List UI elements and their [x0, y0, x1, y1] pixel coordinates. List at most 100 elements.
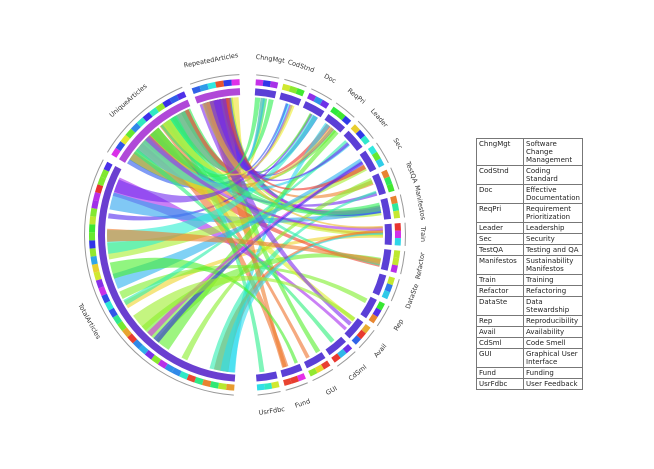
- full-name: Code Smell: [523, 337, 583, 349]
- outer-ring: [104, 300, 114, 311]
- sector-label: UsrFdbc: [258, 405, 286, 417]
- outer-ring: [148, 107, 159, 117]
- outer-ring: [231, 79, 240, 86]
- outer-ring-frame: [400, 251, 406, 275]
- outer-ring: [93, 271, 102, 281]
- outer-ring: [394, 237, 401, 246]
- chord: [129, 113, 312, 189]
- full-name: Requirement Prioritization: [523, 203, 583, 223]
- table-row: Sec Security: [476, 233, 583, 245]
- chord: [109, 257, 298, 364]
- outer-ring: [296, 373, 306, 382]
- outer-ring: [122, 327, 132, 338]
- table-row: Manifestos Sustainability Manifestos: [476, 255, 583, 275]
- outer-ring: [115, 141, 126, 152]
- outer-ring: [269, 81, 279, 89]
- inner-ring: [384, 223, 392, 245]
- outer-ring-frame: [285, 382, 308, 391]
- outer-ring: [95, 278, 105, 289]
- outer-ring: [331, 353, 341, 363]
- outer-ring: [191, 85, 202, 95]
- chord: [113, 104, 293, 203]
- table-row: UsrFdbc User Feedback: [476, 378, 583, 390]
- abbreviation: Avail: [476, 326, 524, 338]
- inner-ring: [98, 165, 236, 382]
- chord: [109, 192, 382, 224]
- outer-ring-frame: [390, 167, 400, 190]
- inner-ring: [359, 150, 377, 173]
- outer-ring: [207, 81, 217, 90]
- full-name: Coding Standard: [523, 165, 583, 185]
- outer-ring-frame: [312, 368, 334, 382]
- outer-ring: [186, 374, 197, 383]
- outer-ring: [391, 203, 400, 212]
- sector-label: ReqPri: [346, 87, 367, 106]
- chord: [150, 97, 261, 178]
- outer-ring: [90, 207, 98, 217]
- abbreviation: CodStnd: [476, 165, 524, 185]
- outer-ring: [281, 83, 291, 92]
- sector-label: CdSml: [347, 363, 368, 383]
- outer-ring: [91, 263, 100, 273]
- outer-ring: [393, 210, 401, 219]
- sector-label: Avail: [372, 342, 388, 359]
- full-name: Training: [523, 274, 583, 286]
- outer-ring: [127, 333, 138, 344]
- abbreviation: UsrFdbc: [476, 378, 524, 390]
- abbreviation: Rep: [476, 315, 524, 327]
- outer-ring: [100, 169, 110, 179]
- inner-ring: [280, 363, 303, 378]
- full-name: Data Stewardship: [523, 296, 583, 316]
- outer-ring: [89, 232, 96, 241]
- outer-ring: [390, 195, 398, 205]
- outer-ring: [89, 240, 96, 249]
- outer-ring: [130, 122, 141, 133]
- outer-ring: [283, 378, 292, 386]
- table-row: Train Training: [476, 274, 583, 286]
- outer-ring: [271, 381, 280, 389]
- full-name: Security: [523, 233, 583, 245]
- table-row: Doc Effective Documentation: [476, 184, 583, 204]
- outer-ring-frame: [399, 194, 406, 218]
- inner-ring: [372, 173, 386, 196]
- full-name: Effective Documentation: [523, 184, 583, 204]
- abbreviation: Train: [476, 274, 524, 286]
- outer-ring: [199, 83, 209, 92]
- outer-ring: [202, 379, 212, 388]
- outer-ring: [101, 293, 111, 304]
- outer-ring: [394, 223, 401, 231]
- outer-ring: [120, 134, 131, 145]
- outer-ring-frame: [376, 305, 390, 327]
- outer-ring: [320, 360, 331, 370]
- table-row: Refactor Refactoring: [476, 285, 583, 297]
- full-name: Sustainability Manifestos: [523, 255, 583, 275]
- outer-ring: [371, 151, 381, 162]
- inner-ring: [279, 92, 302, 106]
- outer-ring: [89, 248, 97, 257]
- outer-ring: [108, 307, 118, 318]
- inner-ring: [254, 88, 277, 99]
- abbreviation: Fund: [476, 367, 524, 379]
- abbreviation: ReqPri: [476, 203, 524, 223]
- sector-label: TestQA: [404, 159, 420, 184]
- outer-ring: [390, 264, 398, 274]
- abbreviation: DataSte: [476, 296, 524, 316]
- outer-ring: [288, 85, 298, 94]
- outer-ring: [209, 381, 219, 389]
- outer-ring: [350, 124, 361, 134]
- outer-ring: [103, 161, 113, 172]
- outer-ring: [255, 79, 264, 87]
- chord: [106, 228, 381, 265]
- outer-ring: [89, 224, 96, 233]
- full-name: User Feedback: [523, 378, 583, 390]
- inner-ring: [324, 113, 346, 133]
- table-row: ChngMgt Software Change Management: [476, 138, 583, 166]
- inner-ring: [302, 101, 325, 118]
- outer-ring: [256, 383, 265, 391]
- chord: [123, 140, 348, 306]
- sector-label: UniqueArticles: [108, 82, 149, 119]
- outer-ring: [225, 383, 235, 391]
- outer-ring: [98, 286, 107, 296]
- outer-ring-frame: [357, 120, 374, 139]
